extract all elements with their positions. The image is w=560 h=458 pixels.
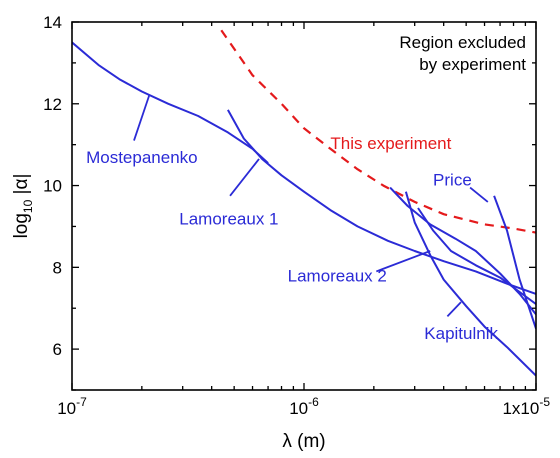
series-label-lamoreaux-1: Lamoreaux 1: [179, 209, 278, 228]
y-tick-label: 6: [53, 340, 62, 359]
series-leader-lamoreaux-1: [229, 158, 260, 197]
series-label-mostepanenko: Mostepanenko: [86, 148, 198, 167]
series-leader-mostepanenko: [133, 95, 150, 141]
series-leader-price: [469, 186, 489, 203]
series-leader-lamoreaux-2: [376, 250, 431, 273]
series-label-lamoreaux-2: Lamoreaux 2: [288, 267, 387, 286]
series-line-unlabeled-6: [417, 207, 536, 305]
y-tick-label: 10: [43, 177, 62, 196]
series-line-price: [493, 195, 536, 330]
x-axis-title: λ (m): [282, 431, 325, 452]
series-label-this-experiment: This experiment: [330, 134, 451, 153]
plot-lines: [72, 29, 536, 377]
series-label-kapitulnik: Kapitulnik: [424, 324, 498, 343]
series-label-price: Price: [433, 171, 472, 190]
excluded-region-note-line-1: Region excluded: [399, 33, 526, 52]
y-tick-label: 12: [43, 95, 62, 114]
x-tick-label: 1x10-5: [502, 395, 550, 418]
axes: 6 8 10 12 14 10-7 10-6 1x10-5: [43, 13, 550, 418]
series-leader-kapitulnik: [446, 301, 462, 318]
series-line-kapitulnik: [404, 191, 536, 377]
series-line-this-experiment: [220, 29, 536, 234]
series-line-mostepanenko: [72, 41, 269, 164]
series-line-lamoreaux-1: [227, 109, 536, 295]
y-tick-label: 14: [43, 13, 62, 32]
plot-labels: This experiment Mostepanenko Lamoreaux 1 La…: [86, 134, 498, 343]
y-axis-title: log10 |α|: [11, 174, 35, 239]
x-tick-label: 10-6: [289, 395, 319, 418]
y-tick-label: 8: [53, 258, 62, 277]
y-axis-title-subscript: 10: [21, 199, 35, 213]
x-tick-label: 10-7: [57, 395, 87, 418]
y-axis-title-rest: |α|: [11, 174, 32, 200]
excluded-region-note-line-2: by experiment: [419, 55, 526, 74]
y-axis-title-base: log: [11, 213, 32, 238]
